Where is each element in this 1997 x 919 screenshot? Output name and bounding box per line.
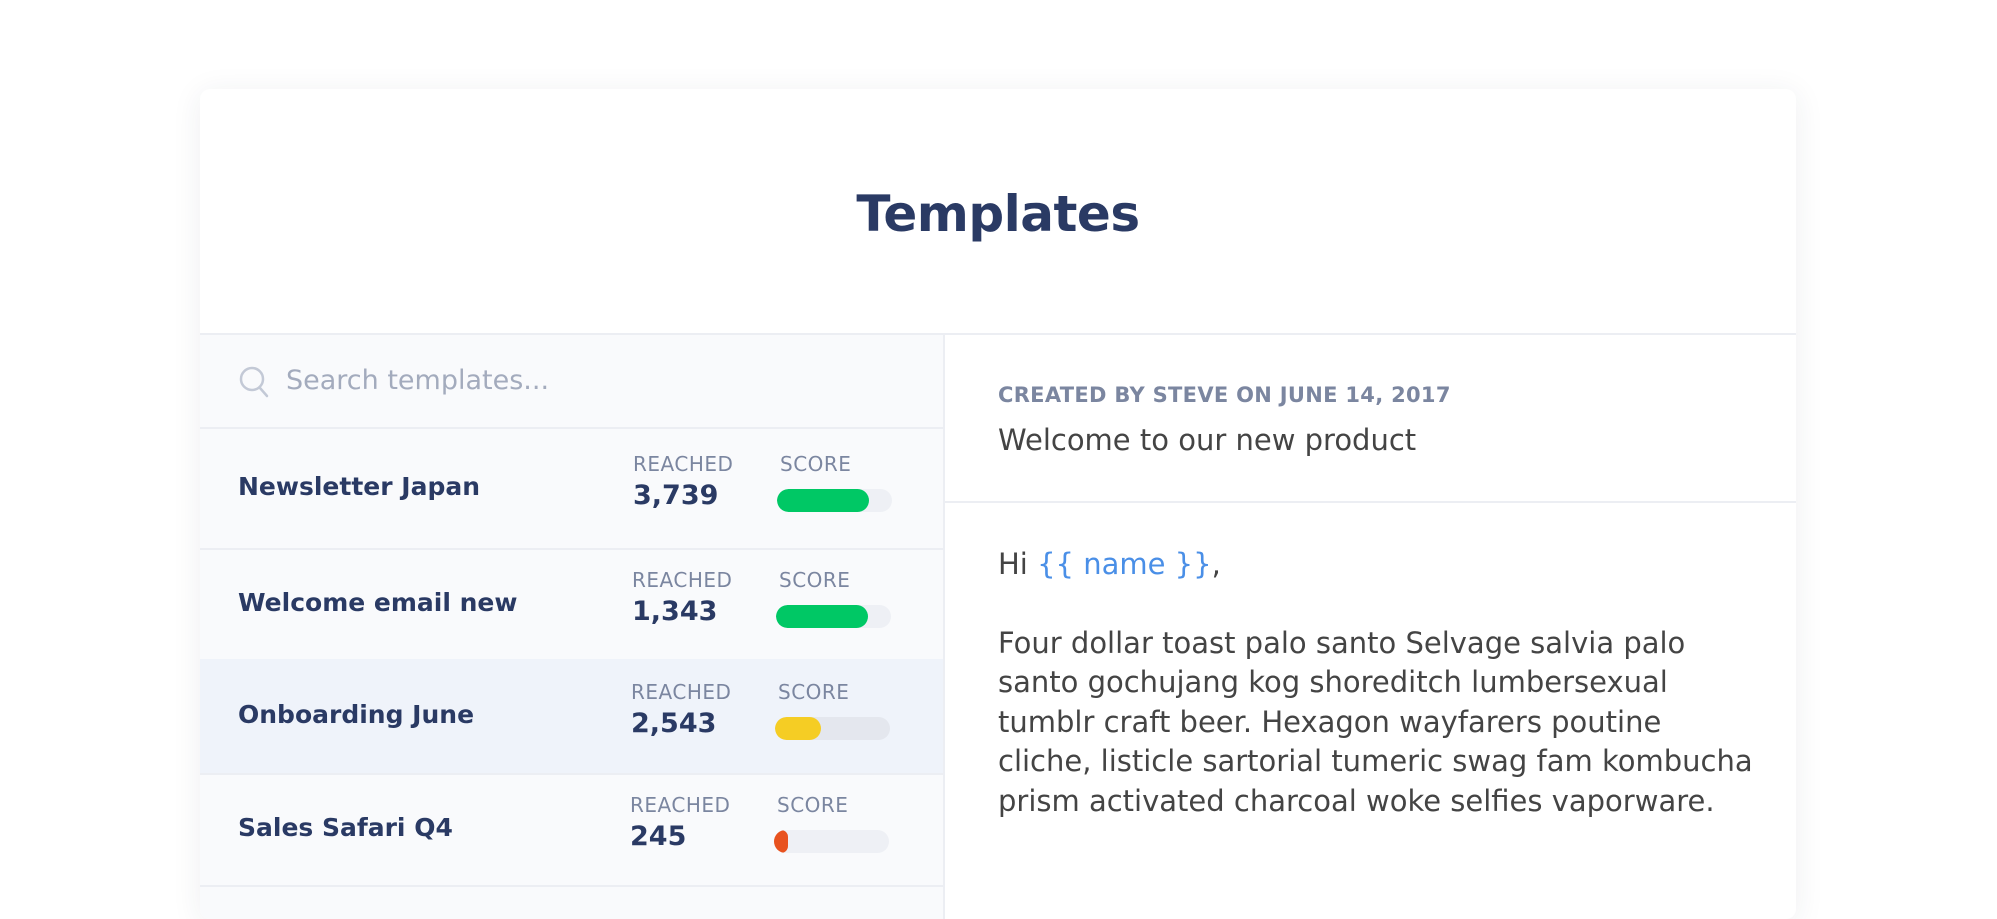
name-variable[interactable]: {{ name }}	[1037, 547, 1212, 581]
email-body: Hi {{ name }}, Four dollar toast palo sa…	[998, 545, 1758, 821]
template-name: Newsletter Japan	[238, 471, 481, 501]
body-paragraph: Four dollar toast palo santo Selvage sal…	[998, 625, 1753, 818]
template-name: Sales Safari Q4	[238, 813, 453, 842]
divider	[200, 333, 1796, 335]
email-subject: Welcome to our new product	[998, 423, 1417, 457]
template-name: Welcome email new	[238, 587, 518, 617]
reached-label: REACHED	[630, 793, 731, 817]
template-name: Onboarding June	[238, 700, 475, 729]
score-label: SCORE	[778, 680, 850, 704]
template-row[interactable]: Onboarding June REACHED 2,543 SCORE	[200, 659, 943, 775]
reached-label: REACHED	[632, 567, 733, 592]
greeting-line: Hi {{ name }},	[998, 545, 1758, 585]
score-bar	[777, 488, 892, 512]
score-bar-fill	[776, 604, 868, 628]
score-bar	[776, 604, 891, 628]
search-icon	[239, 366, 269, 398]
template-row[interactable]: Newsletter Japan REACHED 3,739 SCORE	[200, 427, 943, 550]
templates-card: Templates Newsletter Japan REACHED 3,739…	[200, 89, 1796, 919]
search-bar	[200, 335, 943, 429]
template-row[interactable]: Sales Safari Q4 REACHED 245 SCORE	[200, 773, 943, 887]
score-bar-fill	[774, 830, 788, 853]
page-title: Templates	[856, 185, 1140, 243]
reached-label: REACHED	[631, 680, 732, 704]
score-bar	[774, 830, 889, 853]
template-row[interactable]: Welcome email new REACHED 1,343 SCORE	[200, 548, 943, 661]
score-bar-fill	[777, 488, 869, 512]
created-info: CREATED BY STEVE ON JUNE 14, 2017	[998, 383, 1451, 407]
reached-value: 3,739	[633, 479, 719, 511]
greeting: Hi	[998, 547, 1028, 581]
reached-label: REACHED	[633, 451, 734, 476]
reached-value: 2,543	[631, 708, 717, 739]
score-label: SCORE	[777, 793, 849, 817]
greeting-end: ,	[1211, 547, 1221, 581]
score-bar	[775, 717, 890, 740]
reached-value: 1,343	[632, 595, 718, 627]
reached-value: 245	[630, 821, 687, 852]
score-label: SCORE	[780, 451, 852, 476]
score-bar-fill	[775, 717, 821, 740]
preview-meta: CREATED BY STEVE ON JUNE 14, 2017 Welcom…	[945, 335, 1796, 503]
template-list-panel: Newsletter Japan REACHED 3,739 SCORE Wel…	[200, 335, 945, 919]
search-input[interactable]	[284, 357, 888, 403]
score-label: SCORE	[779, 567, 851, 592]
